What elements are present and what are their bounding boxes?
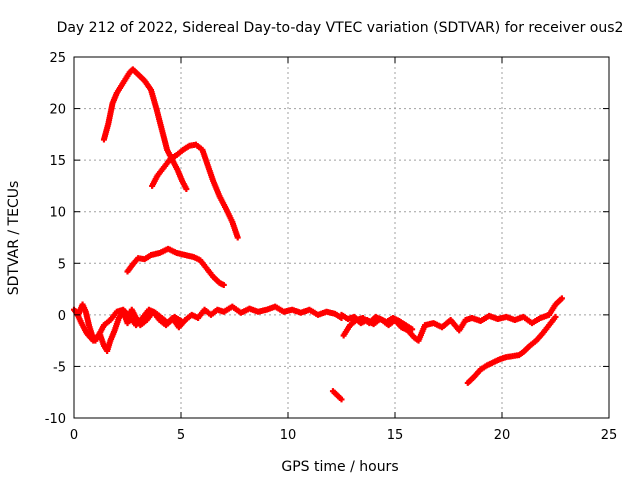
- plot-frame: [73, 56, 610, 419]
- y-tick-label: 5: [58, 257, 66, 272]
- series-arc-8: [338, 311, 416, 333]
- x-axis-label: GPS time / hours: [281, 459, 398, 475]
- data-point: [409, 326, 416, 333]
- x-tick-label: 0: [70, 428, 78, 443]
- y-tick-label: 20: [49, 103, 66, 118]
- series-arc-2: [149, 141, 241, 241]
- series-arc-3: [124, 245, 227, 288]
- grid-lines: [74, 57, 609, 418]
- y-tick-label: -5: [53, 360, 66, 375]
- x-tick-label: 15: [387, 428, 404, 443]
- data-point: [338, 396, 345, 403]
- series-arc-9: [464, 313, 559, 386]
- y-axis-label: SDTVAR / TECUs: [6, 181, 22, 296]
- y-tick-label: 0: [58, 309, 66, 324]
- data-point: [552, 313, 559, 320]
- y-tick-label: 15: [49, 154, 66, 169]
- y-tick-label: -10: [45, 412, 66, 427]
- data-points: [71, 66, 565, 403]
- y-tick-label: 10: [49, 206, 66, 221]
- x-tick-label: 25: [601, 428, 618, 443]
- series-arc-1: [100, 66, 190, 193]
- series-arc-7: [340, 295, 565, 344]
- data-point: [220, 281, 227, 288]
- data-point: [183, 186, 190, 193]
- axis-ticks: 0 5 10 15 20 25 25 20 15 10 5 0 -5 -10: [45, 51, 618, 443]
- series-arc-6: [329, 388, 345, 403]
- x-tick-label: 20: [494, 428, 511, 443]
- series-arc-5: [73, 306, 184, 344]
- data-point: [178, 318, 184, 325]
- series-arc-4: [71, 301, 345, 354]
- y-tick-label: 25: [49, 51, 66, 66]
- data-point: [234, 234, 241, 241]
- data-point: [558, 295, 565, 302]
- x-tick-label: 5: [177, 428, 185, 443]
- x-tick-label: 10: [280, 428, 297, 443]
- chart-title: Day 212 of 2022, Sidereal Day-to-day VTE…: [57, 20, 624, 36]
